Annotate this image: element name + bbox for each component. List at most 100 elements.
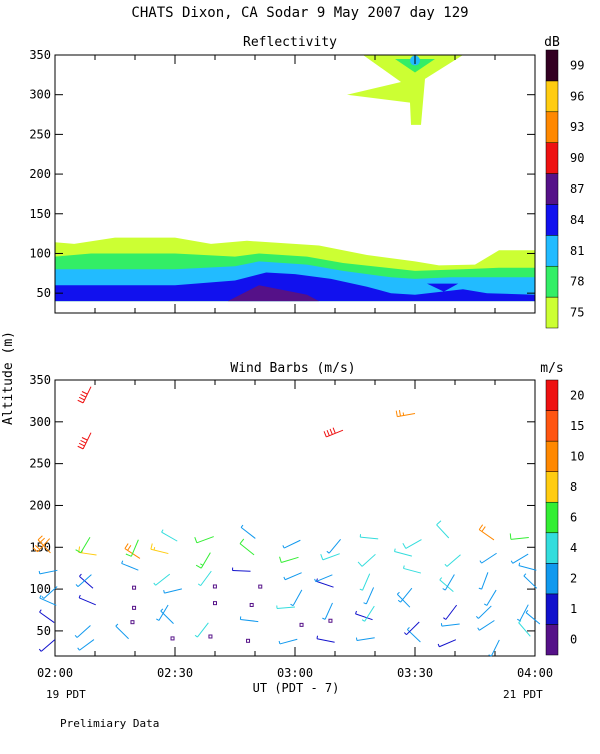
wind-colorbar-swatch [546,411,558,442]
x-tick-label: 04:00 [517,666,553,680]
wind-barb-half [79,574,81,576]
wind-barb-half [404,633,406,635]
wind-ytick-label: 300 [29,415,51,429]
wind-barb [126,540,139,557]
reflectivity-ytick-label: 300 [29,88,51,102]
wind-barb [394,549,411,557]
wind-barb [510,533,529,539]
wind-barb [476,606,491,619]
wind-barb-half [479,588,482,589]
reflectivity-ytick-label: 350 [29,48,51,62]
wind-barb-staff [394,551,411,556]
calm-marker [209,635,212,638]
wind-colorbar-swatch [546,380,558,411]
wind-barb-half [403,413,404,416]
wind-barb [360,534,378,539]
wind-colorbar-label: 15 [570,419,584,433]
wind-ytick-label: 200 [29,498,51,512]
wind-barb-half [241,525,243,527]
wind-barb [356,638,374,641]
wind-colorbar-swatch [546,502,558,533]
calm-marker [250,603,253,606]
calm-marker [131,621,134,624]
calm-marker [300,623,303,626]
wind-barb-staff [151,549,168,553]
wind-barb-staff [79,576,93,588]
wind-barb-flag [358,562,362,566]
wind-barb-staff [201,553,210,569]
wind-barb-staff [201,571,212,585]
start-local-label: 19 PDT [46,688,86,701]
wind-barb-staff [277,607,295,608]
wind-barb [78,433,91,449]
wind-barb-half [315,579,316,582]
reflectivity-ytick-label: 50 [37,286,51,300]
wind-barb [445,555,461,567]
wind-barb-staff [487,590,496,605]
wind-barb-staff [446,605,457,619]
y-axis-label: Altitude (m) [1,331,16,425]
wind-barb [283,540,301,548]
wind-barb-staff [241,527,255,538]
calm-marker [171,637,174,640]
wind-barb [79,574,93,588]
wind-barb-flag [128,545,131,550]
wind-barb [489,640,500,656]
wind-barb-staff [520,605,528,621]
wind-barb-staff [197,623,208,637]
wind-colorbar-swatch [546,624,558,655]
wind-barb [78,640,94,651]
wind-barb [39,640,55,652]
wind-barb [196,553,210,569]
wind-barb [198,571,211,585]
wind-barb [324,428,343,437]
wind-barb-flag [330,429,332,435]
wind-barb-half [39,571,40,574]
wind-barb-staff [40,612,55,622]
wind-barb [317,636,335,642]
wind-barb [443,605,456,619]
x-tick-label: 03:30 [397,666,433,680]
reflectivity-colorbar-unit: dB [544,35,560,50]
preliminary-note: Prelimiary Data [60,717,159,730]
wind-barb-half [284,577,285,580]
wind-barb [322,603,332,619]
wind-colorbar-swatch [546,472,558,503]
wind-barb [164,589,182,593]
wind-barb-flag [82,392,87,395]
wind-barb-staff [447,555,461,567]
wind-barb [76,537,90,552]
wind-barb-flag [79,443,84,446]
reflectivity-colorbar-label: 81 [570,244,584,258]
reflectivity-colorbar-swatch [546,81,558,112]
wind-colorbar-swatch [546,533,558,564]
wind-barb-staff [41,640,55,652]
wind-barb-flag [151,543,152,549]
wind-barb-staff [519,623,531,637]
wind-barb [484,590,496,605]
wind-barb-staff [526,613,540,624]
wind-barb [151,543,168,553]
wind-barb-staff [164,589,181,593]
wind-barb-staff [325,603,332,619]
wind-barb-staff [284,540,300,548]
wind-barb-staff [479,530,494,540]
reflectivity-colorbar-swatch [546,266,558,297]
wind-barb [125,544,140,559]
wind-barb-flag [403,543,406,548]
wind-barb-half [394,549,395,552]
reflectivity-colorbar-label: 90 [570,151,584,165]
wind-ytick-label: 350 [29,373,51,387]
wind-barb-staff [478,606,491,619]
calm-marker [213,585,216,588]
end-local-label: 21 PDT [503,688,543,701]
wind-ytick-label: 50 [37,624,51,638]
wind-barb-half [75,635,77,637]
wind-barb-half [317,636,318,639]
wind-barb-staff [401,588,412,602]
wind-barb-flag [195,537,197,543]
reflectivity-colorbar-label: 75 [570,306,584,320]
wind-barb-half [445,564,447,566]
wind-barb-half [79,595,80,598]
wind-barb-flag [79,397,84,400]
